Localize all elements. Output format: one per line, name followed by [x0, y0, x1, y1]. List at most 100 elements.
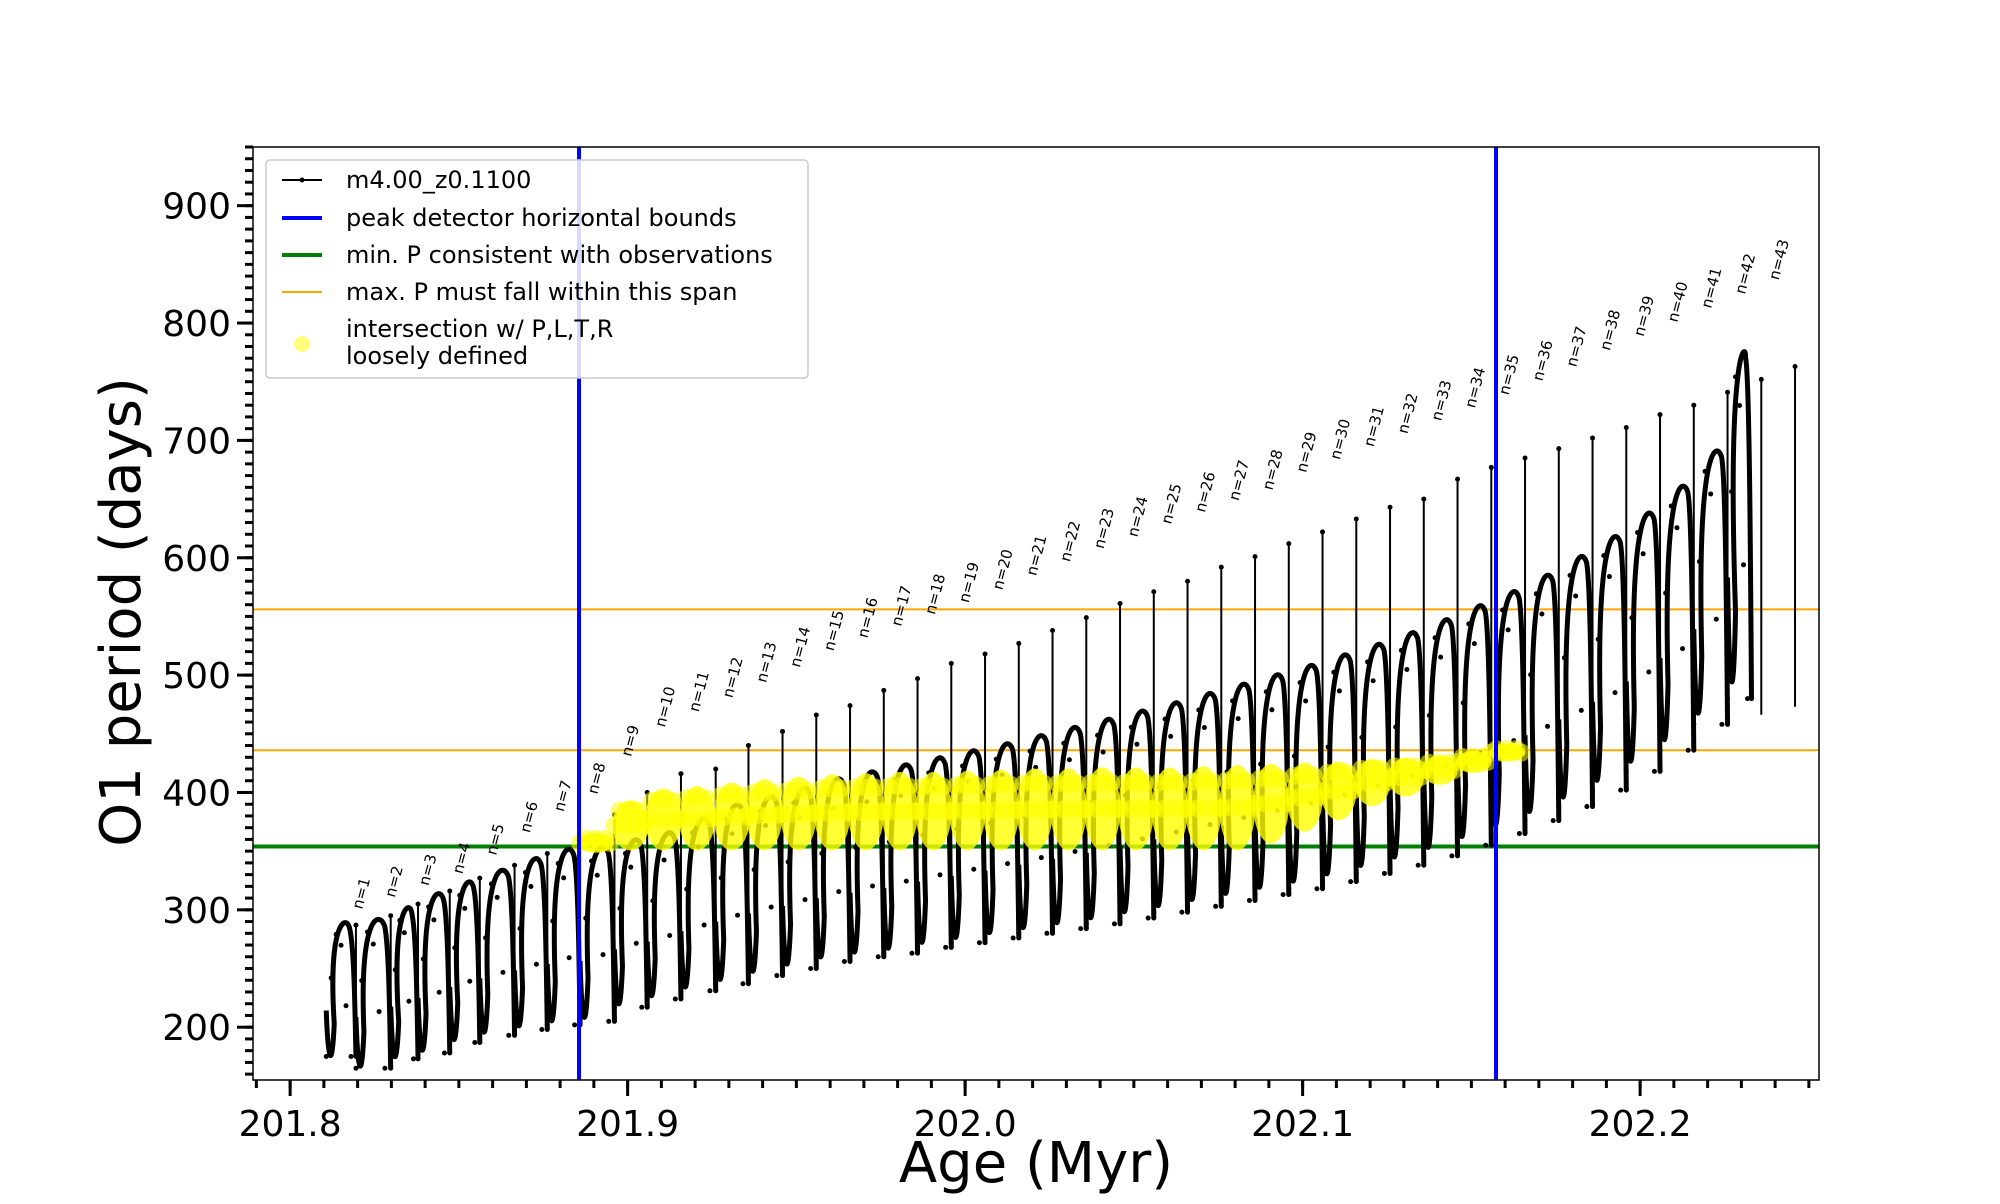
model-point: [735, 912, 741, 918]
model-spike-point: [1860, 340, 1865, 345]
model-spike-point: [1421, 496, 1427, 502]
model-spike-point: [1252, 554, 1258, 560]
model-point: [1657, 747, 1663, 753]
model-point: [420, 956, 426, 962]
model-point: [1545, 723, 1551, 729]
model-loop: [881, 762, 921, 954]
model-point: [1635, 530, 1641, 536]
model-point: [415, 1056, 421, 1062]
legend-label-model: m4.00_z0.1100: [346, 166, 531, 194]
model-point: [1516, 831, 1522, 837]
model-point: [633, 940, 639, 946]
model-point: [1415, 862, 1421, 868]
model-point: [1488, 831, 1494, 837]
model-point: [1702, 468, 1708, 474]
model-point: [813, 958, 819, 964]
model-point: [617, 905, 623, 911]
intersection-lobe: [746, 779, 783, 851]
model-point: [943, 944, 949, 950]
intersection-lobe: [780, 776, 817, 851]
model-point: [353, 1065, 359, 1071]
model-point: [881, 954, 887, 960]
model-point: [1083, 926, 1089, 932]
model-point: [774, 973, 780, 979]
model-point: [780, 966, 786, 972]
model-point: [452, 945, 458, 951]
model-spike-point: [1691, 402, 1697, 408]
model-point: [684, 886, 690, 892]
model-point: [1471, 641, 1477, 647]
model-point: [539, 1027, 545, 1033]
model-spike-point: [1286, 541, 1292, 547]
model-loop: [1590, 534, 1629, 791]
model-point: [1657, 768, 1663, 774]
model-point: [1218, 903, 1224, 909]
model-loop: [477, 867, 518, 1036]
model-point: [768, 904, 774, 910]
model-point: [718, 875, 724, 881]
model-point: [982, 935, 988, 941]
model-point: [960, 763, 966, 769]
model-point: [745, 973, 751, 979]
model-point: [903, 878, 909, 884]
model-point: [1387, 870, 1393, 876]
legend-label-min-period: min. P consistent with observations: [346, 241, 773, 269]
model-point: [1466, 621, 1472, 627]
model-point: [431, 917, 437, 923]
model-point: [1623, 768, 1629, 774]
model-point: [819, 850, 825, 856]
model-point: [1561, 655, 1567, 661]
model-point: [853, 844, 859, 850]
model-point: [359, 978, 365, 984]
model-point: [1646, 669, 1652, 675]
model-point: [583, 915, 589, 921]
model-loop: [1725, 349, 1754, 699]
model-point: [512, 1032, 518, 1038]
model-point: [1584, 804, 1590, 810]
model-point: [1280, 892, 1286, 898]
model-spike-point: [1792, 363, 1798, 369]
legend-label-intersection: intersection w/ P,L,T,R: [346, 315, 613, 343]
model-point: [982, 940, 988, 946]
model-point: [1185, 903, 1191, 909]
model-point: [1218, 897, 1224, 903]
model-point: [1733, 374, 1739, 380]
model-point: [1050, 930, 1056, 936]
model-spike-point: [1320, 529, 1326, 535]
model-point: [1016, 935, 1022, 941]
model-point: [1359, 734, 1365, 740]
intersection-lobe: [1455, 750, 1492, 773]
model-spike-point: [1185, 578, 1191, 584]
model-point: [628, 864, 634, 870]
model-point: [1365, 659, 1371, 665]
model-point: [1325, 744, 1331, 750]
model-point: [1038, 855, 1044, 861]
intersection-lobe: [1050, 768, 1087, 851]
model-point: [678, 996, 684, 1002]
model-point: [1737, 403, 1743, 409]
model-point: [1128, 724, 1134, 730]
model-spike-point: [1623, 424, 1629, 430]
model-point: [1528, 672, 1534, 678]
model-point: [1246, 897, 1252, 903]
model-point: [1421, 862, 1427, 868]
model-point: [785, 859, 791, 865]
model-point: [1449, 853, 1455, 859]
model-point: [517, 926, 523, 932]
model-loop: [1657, 483, 1697, 751]
model-loop: [1252, 672, 1292, 895]
model-point: [512, 1027, 518, 1033]
x-tick-label: 201.8: [239, 1104, 342, 1145]
model-point: [1539, 611, 1545, 617]
model-point: [1196, 707, 1202, 713]
intersection-lobe: [814, 774, 851, 851]
model-point: [1083, 921, 1089, 927]
legend-label-peak-bounds: peak detector horizontal bounds: [346, 204, 737, 232]
model-point: [506, 1032, 512, 1038]
model-point: [948, 944, 954, 950]
intersection-lobe: [713, 782, 750, 851]
model-point: [376, 1009, 382, 1015]
model-spike-point: [544, 850, 550, 856]
legend-marker-intersection: [294, 336, 310, 352]
